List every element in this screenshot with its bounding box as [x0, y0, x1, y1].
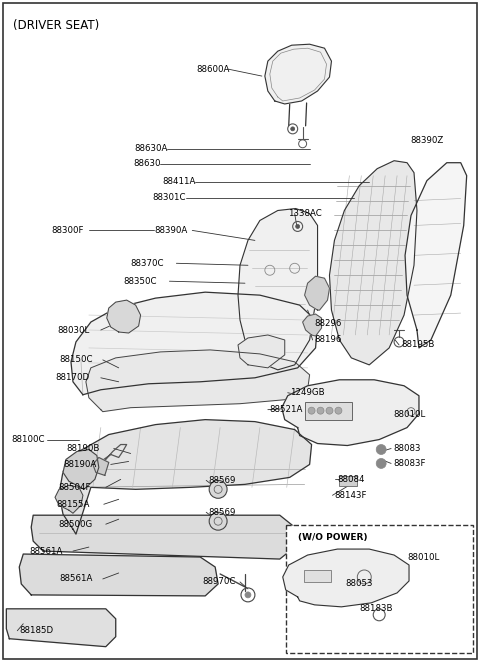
Circle shape [335, 407, 342, 414]
Bar [339, 477, 357, 487]
Text: 88183B: 88183B [360, 604, 393, 613]
Polygon shape [238, 209, 318, 370]
Polygon shape [86, 350, 310, 412]
Text: 88053: 88053 [346, 579, 373, 589]
Text: 88630A: 88630A [134, 144, 168, 154]
Text: 88370C: 88370C [131, 259, 164, 268]
Bar [304, 570, 332, 582]
Text: 88190A: 88190A [63, 460, 96, 469]
Text: 88185D: 88185D [19, 626, 53, 636]
Text: 88569: 88569 [208, 476, 236, 485]
Text: 88195B: 88195B [401, 340, 434, 350]
Text: 88300F: 88300F [51, 226, 84, 235]
Circle shape [296, 224, 300, 228]
Text: 88970C: 88970C [202, 577, 236, 587]
Text: 88504F: 88504F [58, 483, 91, 492]
Text: 1338AC: 1338AC [288, 209, 322, 218]
Polygon shape [71, 292, 318, 395]
Text: 88411A: 88411A [162, 177, 195, 186]
Circle shape [209, 481, 227, 498]
Text: 88155A: 88155A [56, 500, 89, 509]
Polygon shape [31, 515, 295, 559]
Polygon shape [302, 314, 322, 336]
Polygon shape [265, 44, 332, 104]
Text: 88010L: 88010L [407, 553, 439, 561]
Polygon shape [282, 380, 419, 446]
Text: 88569: 88569 [208, 508, 236, 517]
Text: 88630: 88630 [133, 159, 160, 168]
Text: 88561A: 88561A [59, 575, 93, 583]
Text: 88170D: 88170D [55, 373, 89, 382]
Text: 88390Z: 88390Z [410, 136, 444, 145]
Circle shape [209, 512, 227, 530]
Bar [286, 525, 473, 653]
Circle shape [291, 127, 295, 131]
Polygon shape [19, 554, 218, 596]
Text: 88350C: 88350C [124, 277, 157, 286]
Text: (W/O POWER): (W/O POWER) [298, 533, 367, 542]
Circle shape [376, 444, 386, 455]
Text: 88083: 88083 [393, 444, 420, 453]
Polygon shape [238, 335, 285, 368]
Polygon shape [59, 420, 312, 534]
Polygon shape [283, 549, 409, 607]
Circle shape [308, 407, 315, 414]
Text: 88296: 88296 [314, 318, 342, 328]
Text: 88521A: 88521A [270, 405, 303, 414]
Text: 88083F: 88083F [393, 459, 426, 468]
Text: 1249GB: 1249GB [290, 388, 324, 397]
Circle shape [376, 459, 386, 469]
Circle shape [326, 407, 333, 414]
Text: 88190B: 88190B [66, 444, 99, 453]
Text: 88143F: 88143F [335, 491, 367, 500]
Circle shape [317, 407, 324, 414]
Text: (DRIVER SEAT): (DRIVER SEAT) [13, 19, 99, 32]
Text: 88500G: 88500G [58, 520, 92, 529]
Text: 88561A: 88561A [29, 547, 62, 555]
Polygon shape [93, 457, 109, 475]
Text: 88084: 88084 [337, 475, 365, 484]
Polygon shape [6, 609, 116, 647]
Polygon shape [107, 300, 141, 333]
Text: 88390A: 88390A [155, 226, 188, 235]
Text: 88600A: 88600A [197, 65, 230, 73]
Bar [305, 402, 352, 420]
Text: 88196: 88196 [314, 336, 342, 344]
Polygon shape [55, 485, 83, 513]
Text: 88100C: 88100C [12, 435, 45, 444]
Polygon shape [405, 163, 467, 348]
Polygon shape [305, 276, 329, 310]
Text: 88030L: 88030L [57, 326, 89, 334]
Text: 88150C: 88150C [59, 355, 93, 364]
Polygon shape [63, 449, 99, 489]
Polygon shape [329, 161, 417, 365]
Text: 88301C: 88301C [153, 193, 186, 202]
Text: 88010L: 88010L [393, 410, 425, 419]
Circle shape [245, 592, 251, 598]
